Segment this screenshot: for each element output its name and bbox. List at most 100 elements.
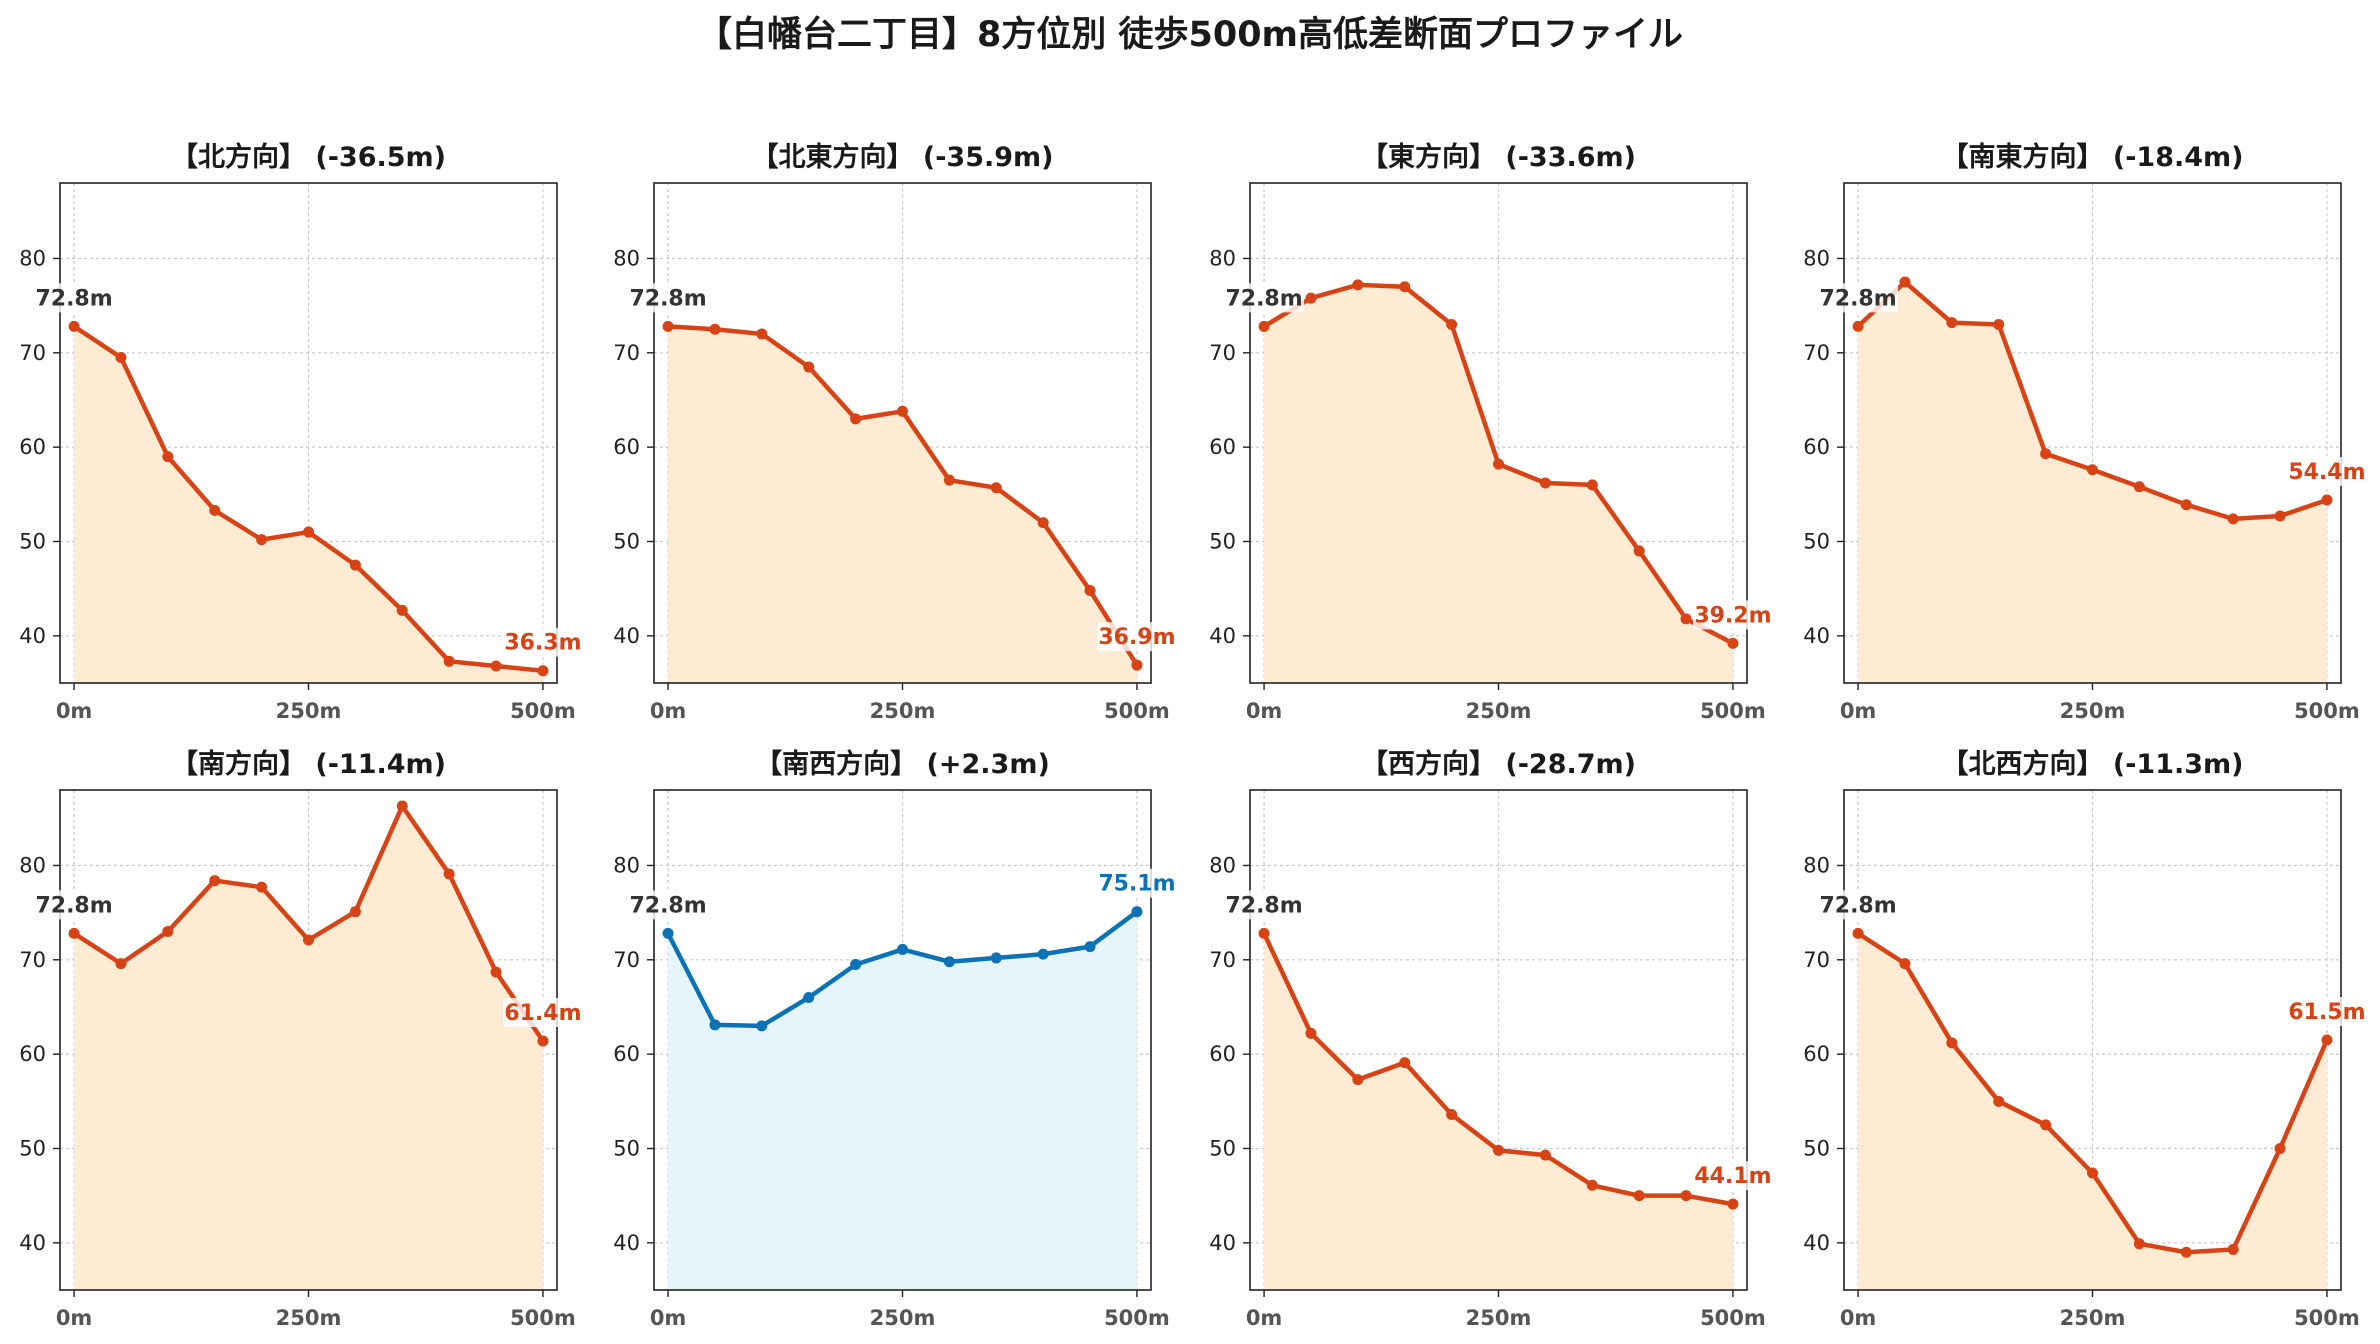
data-point [68,320,80,332]
y-tick-label: 40 [19,624,46,648]
data-point [396,800,408,812]
elevation-fill [1264,284,1733,683]
subplot-2: 【東方向】 (-33.6m) 40 50 60 70 80 0m 250m 500m 72.8m 3… [1209,141,1773,723]
data-point [1305,1027,1317,1039]
elevation-fill [1858,933,2327,1290]
y-tick-label: 70 [613,948,640,972]
y-tick-label: 80 [1803,853,1830,877]
end-label-bg [1096,868,1177,898]
subplot-1: 【北東方向】 (-35.9m) 40 50 60 70 80 0m 250m 500m 72.8m… [613,141,1177,723]
data-point [1493,458,1504,470]
data-point [1633,1190,1645,1202]
subplot-7: 【北西方向】 (-11.3m) 40 50 60 70 80 0m 250m 500m 72.8m… [1803,748,2367,1330]
end-elevation-label: 36.9m [1098,625,1175,650]
start-label-bg [1818,890,1899,920]
data-point [303,526,314,538]
x-tick-label: 0m [1246,1306,1283,1330]
end-elevation-label: 54.4m [2288,460,2365,485]
x-tick-label: 500m [1700,699,1766,723]
data-point [2274,1142,2286,1154]
data-point [1946,1037,1958,1049]
start-elevation-label: 72.8m [1819,286,1896,311]
y-tick-label: 70 [1209,341,1236,365]
y-tick-label: 80 [613,246,640,270]
start-label-bg [628,283,709,313]
data-point [1037,948,1049,960]
data-point [2040,1119,2052,1131]
data-point [1352,1074,1364,1086]
data-point [1131,659,1143,671]
y-tick-label: 70 [1803,948,1830,972]
end-elevation-label: 61.5m [2288,1000,2365,1025]
data-point [2227,513,2239,525]
x-tick-label: 500m [2294,1306,2360,1330]
data-point [1258,927,1270,939]
x-tick-label: 0m [1246,699,1283,723]
elevation-fill [668,911,1137,1290]
data-point [2087,1167,2098,1179]
data-point [1258,320,1270,332]
figure-title: 【白幡台二丁目】8方位別 徒歩500m高低差断面プロファイル [696,15,1684,55]
end-elevation-label: 75.1m [1098,872,1175,897]
y-tick-label: 70 [1209,948,1236,972]
y-tick-label: 60 [613,435,640,459]
end-elevation-label: 39.2m [1694,603,1771,628]
data-point [2040,448,2052,460]
subplot-title: 【南西方向】 (+2.3m) [755,748,1050,780]
data-point [662,927,674,939]
y-tick-label: 70 [613,341,640,365]
y-tick-label: 60 [613,1042,640,1066]
data-point [1946,317,1958,329]
end-elevation-label: 61.4m [504,1001,581,1026]
data-point [1586,1179,1598,1191]
data-point [1680,613,1692,625]
x-tick-label: 250m [2060,1306,2126,1330]
data-point [709,1019,721,1031]
y-tick-label: 50 [613,529,640,553]
data-point [256,881,268,893]
y-tick-label: 70 [19,948,46,972]
data-point [990,482,1002,494]
data-point [1633,545,1645,557]
data-point [2133,1238,2145,1250]
subplot-title: 【西方向】 (-28.7m) [1361,748,1636,780]
data-point [537,665,549,677]
data-point [443,868,455,880]
data-point [990,952,1002,964]
y-tick-label: 40 [1209,1231,1236,1255]
start-elevation-label: 72.8m [35,286,112,311]
subplot-title: 【東方向】 (-33.6m) [1361,141,1636,173]
data-point [803,361,815,373]
data-point [1539,477,1551,489]
x-tick-label: 500m [2294,699,2360,723]
y-tick-label: 60 [19,435,46,459]
y-tick-label: 40 [613,1231,640,1255]
end-label-bg [2286,997,2367,1026]
end-label-bg [1692,600,1773,630]
data-point [2133,481,2145,493]
y-tick-label: 40 [19,1231,46,1255]
y-tick-label: 50 [1803,1136,1830,1160]
y-tick-label: 80 [613,853,640,877]
data-point [2227,1243,2239,1255]
y-tick-label: 70 [1803,341,1830,365]
data-point [1727,637,1739,649]
data-point [209,875,221,887]
data-point [2180,499,2192,511]
data-point [756,328,768,340]
subplot-3: 【南東方向】 (-18.4m) 40 50 60 70 80 0m 250m 500m 72.8m… [1803,141,2367,723]
y-tick-label: 40 [1209,624,1236,648]
end-label-bg [1692,1161,1773,1191]
x-tick-label: 250m [1466,1306,1532,1330]
start-elevation-label: 72.8m [1819,893,1896,918]
x-tick-label: 250m [1466,699,1532,723]
subplot-title: 【北西方向】 (-11.3m) [1941,748,2243,780]
data-point [1446,319,1458,331]
elevation-fill [74,806,543,1290]
start-elevation-label: 72.8m [1225,286,1302,311]
data-point [1680,1190,1692,1202]
elevation-fill [74,326,543,683]
start-label-bg [34,283,115,313]
data-point [1852,927,1864,939]
